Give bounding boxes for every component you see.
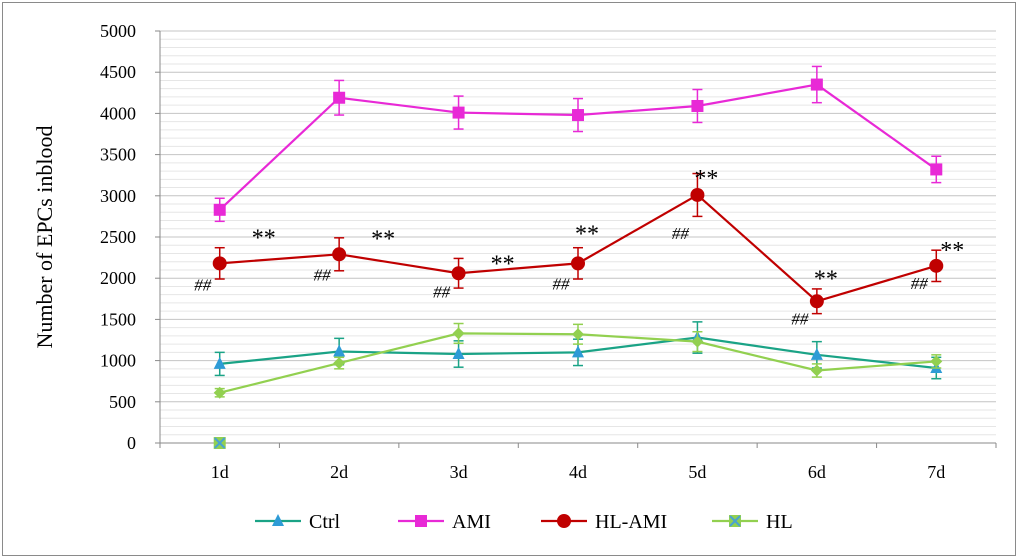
data-point xyxy=(213,386,226,399)
significance-stars: ** xyxy=(575,221,599,247)
y-tick-label: 1500 xyxy=(100,309,136,329)
legend-marker xyxy=(557,514,571,528)
y-tick-label: 4500 xyxy=(100,62,136,82)
x-tick-label: 5d xyxy=(688,462,706,482)
data-point xyxy=(691,99,704,112)
y-tick-label: 2500 xyxy=(100,227,136,247)
significance-hash: ## xyxy=(791,309,809,328)
data-point xyxy=(691,335,704,348)
significance-hash: ## xyxy=(672,224,690,243)
legend-marker-cross xyxy=(729,515,741,527)
x-tick-label: 3d xyxy=(450,462,468,482)
data-point xyxy=(571,256,585,271)
data-point xyxy=(452,347,465,360)
x-tick-label: 4d xyxy=(569,462,587,482)
legend-label: AMI xyxy=(452,511,491,533)
data-point xyxy=(452,106,465,119)
significance-stars: ** xyxy=(371,226,395,252)
data-point xyxy=(333,344,346,357)
data-point xyxy=(451,266,466,281)
legend-item-ctrl: Ctrl xyxy=(255,511,341,533)
data-point xyxy=(213,203,226,216)
data-point xyxy=(332,247,347,262)
significance-annotations: ** ## ** ## ** ## ** ## ** ## ** ## ** ## xyxy=(194,166,964,328)
data-point xyxy=(333,357,346,370)
legend: Ctrl AMI HL-AMI HL xyxy=(255,511,793,533)
significance-stars: ** xyxy=(694,166,718,192)
data-point xyxy=(572,109,584,122)
significance-stars: ** xyxy=(940,238,964,264)
y-tick-label: 5000 xyxy=(100,21,136,41)
y-tick-label: 3500 xyxy=(100,145,136,165)
y-tick-labels: 0 500 1000 1500 2000 2500 3000 3500 4000 4500 5000 xyxy=(100,21,160,453)
data-point xyxy=(930,355,943,368)
data-point xyxy=(572,328,584,341)
data-point xyxy=(929,258,944,273)
data-point xyxy=(333,91,346,104)
significance-hash: ## xyxy=(553,274,571,293)
significance-stars: ** xyxy=(814,266,838,292)
series-hl-ami xyxy=(212,172,944,315)
legend-marker xyxy=(272,514,284,526)
x-tick-labels: 1d 2d 3d 4d 5d 6d 7d xyxy=(159,443,997,482)
data-point xyxy=(690,187,705,202)
y-tick-label: 500 xyxy=(109,392,136,412)
legend-label: Ctrl xyxy=(309,511,341,533)
x-tick-label: 6d xyxy=(808,462,826,482)
legend-item-ami: AMI xyxy=(398,511,491,533)
legend-item-hl: HL xyxy=(712,511,793,533)
legend-item-hl-ami: HL-AMI xyxy=(541,511,667,533)
significance-hash: ## xyxy=(314,265,332,284)
y-tick-label: 2000 xyxy=(100,268,136,288)
significance-stars: ** xyxy=(491,251,515,277)
x-tick-label: 7d xyxy=(927,462,945,482)
y-tick-label: 3000 xyxy=(100,186,136,206)
significance-stars: ** xyxy=(252,225,276,251)
marker-cross xyxy=(214,437,226,449)
data-point xyxy=(213,356,226,369)
y-tick-label: 0 xyxy=(127,433,136,453)
data-point xyxy=(452,327,465,340)
significance-hash: ## xyxy=(911,274,929,293)
y-tick-label: 4000 xyxy=(100,103,136,123)
data-point xyxy=(810,347,823,360)
series-hl xyxy=(213,322,943,399)
hl-baseline-marker xyxy=(213,437,226,449)
series-ami xyxy=(213,65,943,223)
significance-hash: ## xyxy=(194,275,212,294)
data-point xyxy=(810,78,823,91)
data-point xyxy=(572,345,584,358)
y-axis-label: Number of EPCs inblood xyxy=(32,125,57,348)
x-tick-label: 2d xyxy=(330,462,348,482)
legend-marker xyxy=(415,515,427,527)
x-tick-label: 1d xyxy=(211,462,229,482)
legend-label: HL-AMI xyxy=(595,511,667,533)
data-point xyxy=(930,163,943,176)
data-point xyxy=(809,294,824,309)
data-point xyxy=(212,256,227,271)
legend-label: HL xyxy=(766,511,793,533)
data-point xyxy=(810,364,823,377)
significance-hash: ## xyxy=(433,282,451,301)
y-tick-label: 1000 xyxy=(100,351,136,371)
series xyxy=(212,65,944,449)
